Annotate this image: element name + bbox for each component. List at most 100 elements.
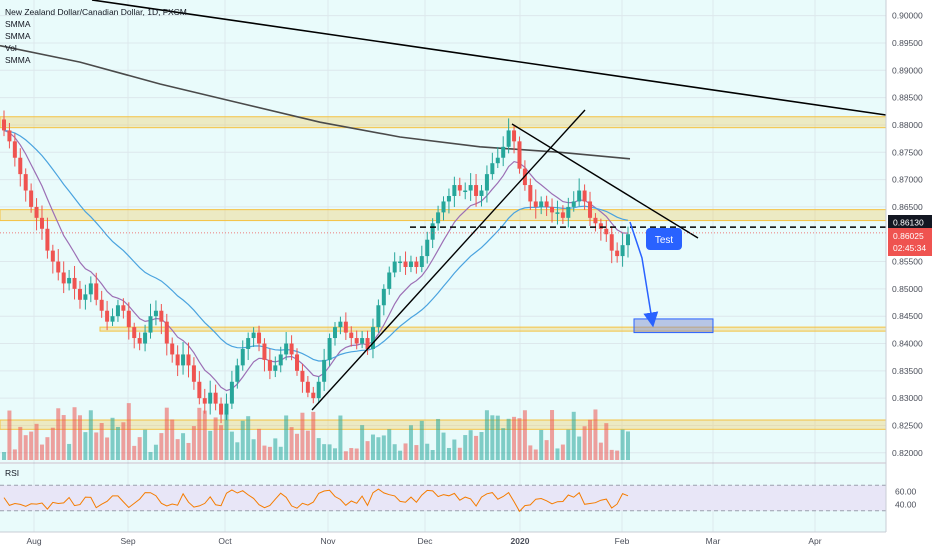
volume-bar xyxy=(571,411,576,460)
rsi-band-fill xyxy=(0,485,886,511)
volume-bar xyxy=(577,436,582,460)
candle-body xyxy=(332,327,337,339)
volume-bar xyxy=(365,441,370,460)
legend[interactable]: New Zealand Dollar/Canadian Dollar, 1D, … xyxy=(5,7,187,65)
candle-body xyxy=(620,245,625,257)
volume-bar xyxy=(202,410,207,460)
zone-rect xyxy=(0,419,887,430)
zone-rect xyxy=(0,116,887,129)
candle-body xyxy=(316,381,321,399)
candle-body xyxy=(550,206,555,213)
grid-lines xyxy=(0,0,886,532)
candle-body xyxy=(29,190,34,207)
zone-rect xyxy=(99,326,887,332)
volume-bar xyxy=(153,444,158,460)
test-callout[interactable]: Test xyxy=(646,228,682,250)
candle-body xyxy=(512,130,517,142)
volume-bar xyxy=(414,445,419,460)
candle-body xyxy=(56,261,61,273)
candle-body xyxy=(12,141,17,158)
volume-bar xyxy=(588,419,593,460)
candle-body xyxy=(615,250,620,257)
current-price-badge: 0.86025 02:45:34 xyxy=(888,228,932,256)
candle-body xyxy=(430,223,435,240)
candle-body xyxy=(555,212,560,214)
candle-body xyxy=(300,370,305,382)
volume-bar xyxy=(582,426,587,460)
candle-body xyxy=(327,338,332,360)
indicator-label-smma-1[interactable]: SMMA xyxy=(5,19,31,29)
projection-arrow xyxy=(629,221,659,328)
volume-bar xyxy=(262,445,267,460)
candle-body xyxy=(273,365,278,371)
price-tick-label: 0.89000 xyxy=(892,65,923,75)
volume-bar xyxy=(463,435,468,460)
candle-body xyxy=(132,327,137,339)
candle-body xyxy=(566,206,571,218)
volume-bar xyxy=(143,429,148,460)
candle-body xyxy=(181,354,186,366)
main-pane-background xyxy=(0,0,886,462)
candle-body xyxy=(408,261,413,268)
candle-body xyxy=(436,212,441,224)
candle-body xyxy=(479,190,484,196)
candle-body xyxy=(392,261,397,273)
candle-body xyxy=(452,185,457,196)
candle-body xyxy=(88,283,93,295)
test-label: Test xyxy=(655,235,674,246)
price-tick-label: 0.84000 xyxy=(892,339,923,349)
volume-bar xyxy=(593,409,598,460)
volume-bar xyxy=(88,410,93,460)
price-tick-label: 0.89500 xyxy=(892,38,923,48)
volume-bar xyxy=(343,451,348,460)
candle-body xyxy=(349,332,354,339)
volume-bar xyxy=(338,415,343,460)
rsi-tick-label: 40.00 xyxy=(895,499,917,509)
candle-body xyxy=(414,261,419,268)
volume-bar xyxy=(419,420,424,460)
volume-bar xyxy=(284,415,289,460)
volume-bar xyxy=(105,437,110,460)
volume-bar xyxy=(327,444,332,460)
indicator-label-smma-3[interactable]: SMMA xyxy=(5,55,31,65)
volume-bar xyxy=(436,418,441,460)
price-tick-label: 0.83000 xyxy=(892,393,923,403)
volume-bar xyxy=(387,429,392,460)
volume-bar xyxy=(408,425,413,460)
volume-bar xyxy=(224,409,229,460)
trend-drawings[interactable] xyxy=(0,0,887,411)
volume-bar xyxy=(604,423,609,460)
candle-body xyxy=(571,201,576,207)
volume-bar xyxy=(626,431,630,460)
volume-bar xyxy=(490,415,495,460)
indicator-label-vol[interactable]: Vol xyxy=(5,43,17,53)
volume-bar xyxy=(29,431,34,460)
time-axis-area[interactable] xyxy=(0,532,886,550)
candle-body xyxy=(517,141,522,169)
volume-bar xyxy=(110,417,115,460)
candle-body xyxy=(2,119,6,131)
volume-bar xyxy=(240,420,245,460)
volume-bar xyxy=(77,415,82,460)
candle-body xyxy=(267,359,272,371)
volume-bar xyxy=(311,411,316,460)
rsi-label[interactable]: RSI xyxy=(5,468,19,478)
volume-bar xyxy=(67,443,72,460)
candle-body xyxy=(539,201,544,207)
current-price-text: 0.86025 xyxy=(893,231,924,241)
price-axis-area[interactable] xyxy=(886,0,932,550)
candle-body xyxy=(598,223,603,229)
candle-body xyxy=(577,190,582,202)
price-tick-label: 0.82500 xyxy=(892,420,923,430)
indicator-label-smma-2[interactable]: SMMA xyxy=(5,31,31,41)
candle-body xyxy=(224,403,229,415)
candle-body xyxy=(208,392,213,404)
symbol-title[interactable]: New Zealand Dollar/Canadian Dollar, 1D, … xyxy=(5,7,187,17)
candle-body xyxy=(457,185,462,191)
candle-body xyxy=(83,294,88,300)
candle-body xyxy=(34,206,39,218)
candle-body xyxy=(533,201,538,207)
volume-bar xyxy=(425,443,430,460)
